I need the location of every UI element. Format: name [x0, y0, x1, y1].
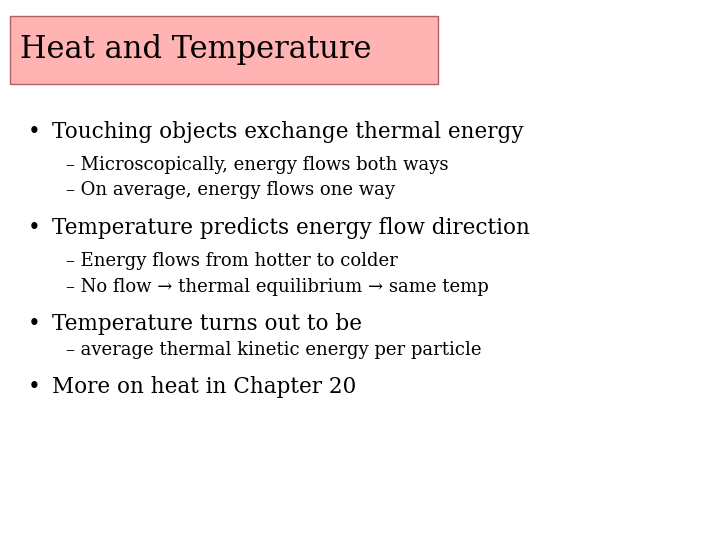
Text: – Microscopically, energy flows both ways: – Microscopically, energy flows both way… [66, 156, 449, 174]
Text: – No flow → thermal equilibrium → same temp: – No flow → thermal equilibrium → same t… [66, 278, 489, 296]
Text: Heat and Temperature: Heat and Temperature [20, 34, 372, 65]
Text: Temperature predicts energy flow direction: Temperature predicts energy flow directi… [52, 217, 530, 239]
FancyBboxPatch shape [10, 16, 438, 84]
Text: – average thermal kinetic energy per particle: – average thermal kinetic energy per par… [66, 341, 482, 359]
Text: – On average, energy flows one way: – On average, energy flows one way [66, 181, 395, 199]
Text: Temperature turns out to be: Temperature turns out to be [52, 313, 362, 335]
Text: •: • [27, 122, 40, 143]
Text: Touching objects exchange thermal energy: Touching objects exchange thermal energy [52, 122, 523, 143]
Text: More on heat in Chapter 20: More on heat in Chapter 20 [52, 376, 356, 397]
Text: – Energy flows from hotter to colder: – Energy flows from hotter to colder [66, 252, 398, 271]
Text: •: • [27, 217, 40, 239]
Text: •: • [27, 313, 40, 335]
Text: •: • [27, 376, 40, 397]
